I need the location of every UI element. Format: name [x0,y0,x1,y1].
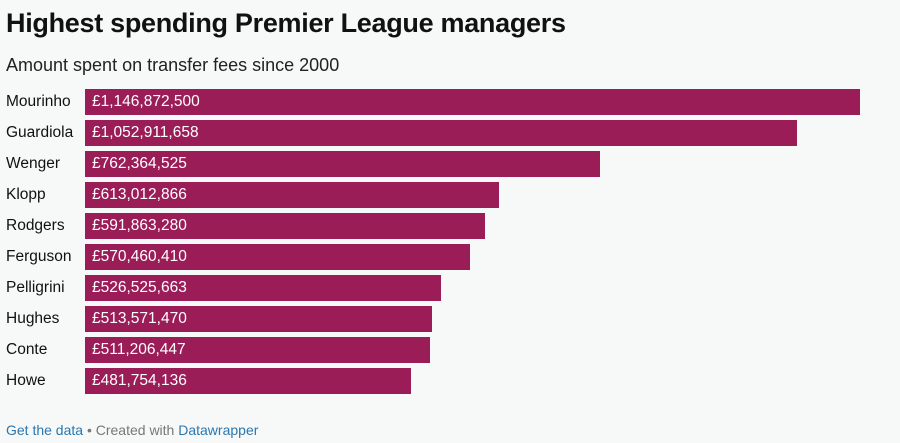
value-label: £513,571,470 [92,310,187,327]
bar-row: Pelligrini £526,525,663 [0,275,900,301]
value-label: £613,012,866 [92,186,187,203]
category-label: Wenger [6,155,60,172]
bar-row: Howe £481,754,136 [0,368,900,394]
bar-row: Rodgers £591,863,280 [0,213,900,239]
category-label: Hughes [6,310,60,327]
bar [85,306,433,332]
bar [85,120,797,146]
bar-row: Guardiola £1,052,911,658 [0,120,900,146]
chart-subtitle: Amount spent on transfer fees since 2000 [6,55,340,75]
bar [85,244,471,270]
bar [85,275,441,301]
bar-row: Hughes £513,571,470 [0,306,900,332]
bar [85,213,485,239]
footer-separator: • Created with [83,422,179,438]
category-label: Pelligrini [6,279,65,296]
value-label: £762,364,525 [92,155,187,172]
get-data-link[interactable]: Get the data [6,422,84,438]
value-label: £1,146,872,500 [92,93,200,110]
bar-row: Ferguson £570,460,410 [0,244,900,270]
category-label: Guardiola [6,124,74,141]
chart-title: Highest spending Premier League managers [6,8,566,38]
datawrapper-link[interactable]: Datawrapper [178,422,259,438]
value-label: £591,863,280 [92,217,187,234]
value-label: £511,206,447 [92,341,186,358]
footer: Get the data • Created with Datawrapper [6,422,258,438]
category-label: Conte [6,341,48,358]
bar [85,337,431,363]
value-label: £481,754,136 [92,372,187,389]
bar [85,368,411,394]
value-label: £1,052,911,658 [92,124,199,141]
bar [85,182,500,208]
bar [85,89,860,115]
value-label: £570,460,410 [92,248,187,265]
category-label: Ferguson [6,248,72,265]
bar-row: Conte £511,206,447 [0,337,900,363]
category-label: Mourinho [6,93,71,110]
value-label: £526,525,663 [92,279,187,296]
category-label: Rodgers [6,217,65,234]
category-label: Howe [6,372,46,389]
bar-row: Klopp £613,012,866 [0,182,900,208]
bar-row: Wenger £762,364,525 [0,151,900,177]
bar [85,151,601,177]
category-label: Klopp [6,186,46,203]
bar-row: Mourinho £1,146,872,500 [0,89,900,115]
